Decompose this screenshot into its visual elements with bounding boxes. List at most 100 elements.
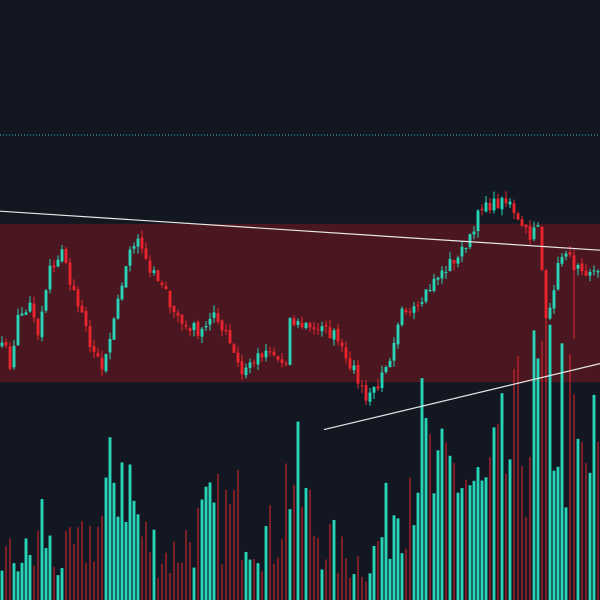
candle-body	[240, 361, 244, 375]
candle-body	[448, 258, 452, 271]
candle-body	[288, 318, 292, 365]
candle-body	[412, 306, 416, 313]
volume-bar	[476, 467, 480, 600]
candle-body	[444, 271, 448, 273]
volume-bar	[253, 558, 255, 600]
volume-bar	[304, 487, 308, 600]
candle-body	[356, 365, 360, 384]
volume-bar	[269, 505, 271, 600]
volume-bar	[177, 562, 179, 600]
volume-bar	[372, 545, 376, 600]
volume-bar	[288, 509, 292, 600]
candle-body	[324, 324, 328, 327]
volume-bar	[149, 552, 151, 600]
volume-bar	[108, 437, 112, 600]
volume-bar	[592, 394, 596, 600]
volume-bar	[5, 546, 7, 600]
candle-body	[140, 237, 144, 249]
volume-bar	[116, 516, 120, 600]
volume-bar	[293, 484, 295, 600]
volume-bar	[181, 562, 183, 600]
candle-body	[284, 363, 288, 365]
volume-bar	[536, 358, 540, 600]
volume-bar	[44, 548, 48, 600]
candle-body	[64, 248, 68, 263]
candle-body	[512, 203, 516, 214]
volume-bar	[165, 552, 167, 600]
candle-body	[500, 197, 504, 210]
candle-body	[424, 289, 428, 302]
candle-body	[376, 386, 380, 389]
volume-bar	[9, 538, 11, 600]
candle-body	[372, 386, 376, 393]
candle-body	[332, 330, 336, 340]
candle-body	[188, 328, 192, 332]
volume-bar	[320, 569, 324, 600]
candle-body	[476, 210, 480, 232]
candle-body	[272, 351, 276, 356]
volume-bar	[264, 526, 268, 600]
candle-body	[584, 270, 588, 276]
candle-body	[484, 202, 488, 212]
candle-body	[368, 392, 372, 402]
volume-bar	[157, 578, 159, 600]
volume-bar	[325, 559, 327, 600]
volume-bar	[569, 354, 571, 600]
candle-body	[48, 265, 52, 290]
candle-body	[160, 282, 164, 285]
candle-body	[52, 265, 56, 268]
volume-bar	[377, 541, 379, 600]
candle-body	[144, 248, 148, 259]
volume-bar	[273, 563, 275, 600]
candle-body	[92, 346, 96, 352]
candle-body	[56, 259, 60, 267]
candle-body	[232, 344, 236, 353]
candle-body	[12, 345, 16, 368]
volume-bar	[532, 330, 536, 600]
volume-bar	[12, 563, 16, 600]
candle-body	[336, 328, 340, 342]
volume-bar	[345, 558, 347, 600]
candle-body	[504, 198, 508, 204]
volume-bar	[20, 562, 24, 600]
volume-bar	[541, 340, 543, 600]
candle-body	[508, 201, 512, 205]
volume-bar	[97, 526, 99, 600]
volume-bar	[221, 564, 223, 600]
volume-bar	[296, 421, 300, 600]
volume-bar	[521, 465, 523, 600]
volume-bar	[277, 557, 279, 600]
volume-bar	[225, 489, 227, 600]
volume-bar	[40, 499, 44, 600]
candle-body	[464, 248, 468, 250]
candle-body	[384, 366, 388, 372]
candle-body	[32, 303, 36, 318]
volume-bar	[309, 489, 311, 600]
volume-bar	[432, 493, 436, 600]
candle-body	[552, 290, 556, 309]
candle-body	[392, 342, 396, 361]
price-candles	[0, 191, 600, 406]
candle-body	[440, 270, 444, 279]
candle-body	[428, 290, 432, 292]
volume-bar	[576, 438, 580, 600]
volume-bars	[0, 275, 599, 600]
trendlines	[0, 210, 600, 431]
volume-bar	[357, 556, 359, 600]
volume-bar	[460, 488, 464, 600]
volume-bar	[256, 563, 260, 600]
volume-bar	[400, 553, 404, 600]
candle-body	[344, 347, 348, 359]
volume-bar	[241, 560, 243, 600]
volume-bar	[352, 574, 356, 600]
candle-body	[172, 305, 176, 312]
volume-bar	[128, 464, 132, 600]
candle-body	[0, 342, 4, 347]
candle-body	[560, 256, 564, 264]
candle-body	[320, 326, 324, 332]
volume-bar	[456, 492, 460, 600]
candle-body	[416, 304, 420, 306]
candle-body	[408, 311, 412, 313]
candle-body	[112, 318, 116, 340]
